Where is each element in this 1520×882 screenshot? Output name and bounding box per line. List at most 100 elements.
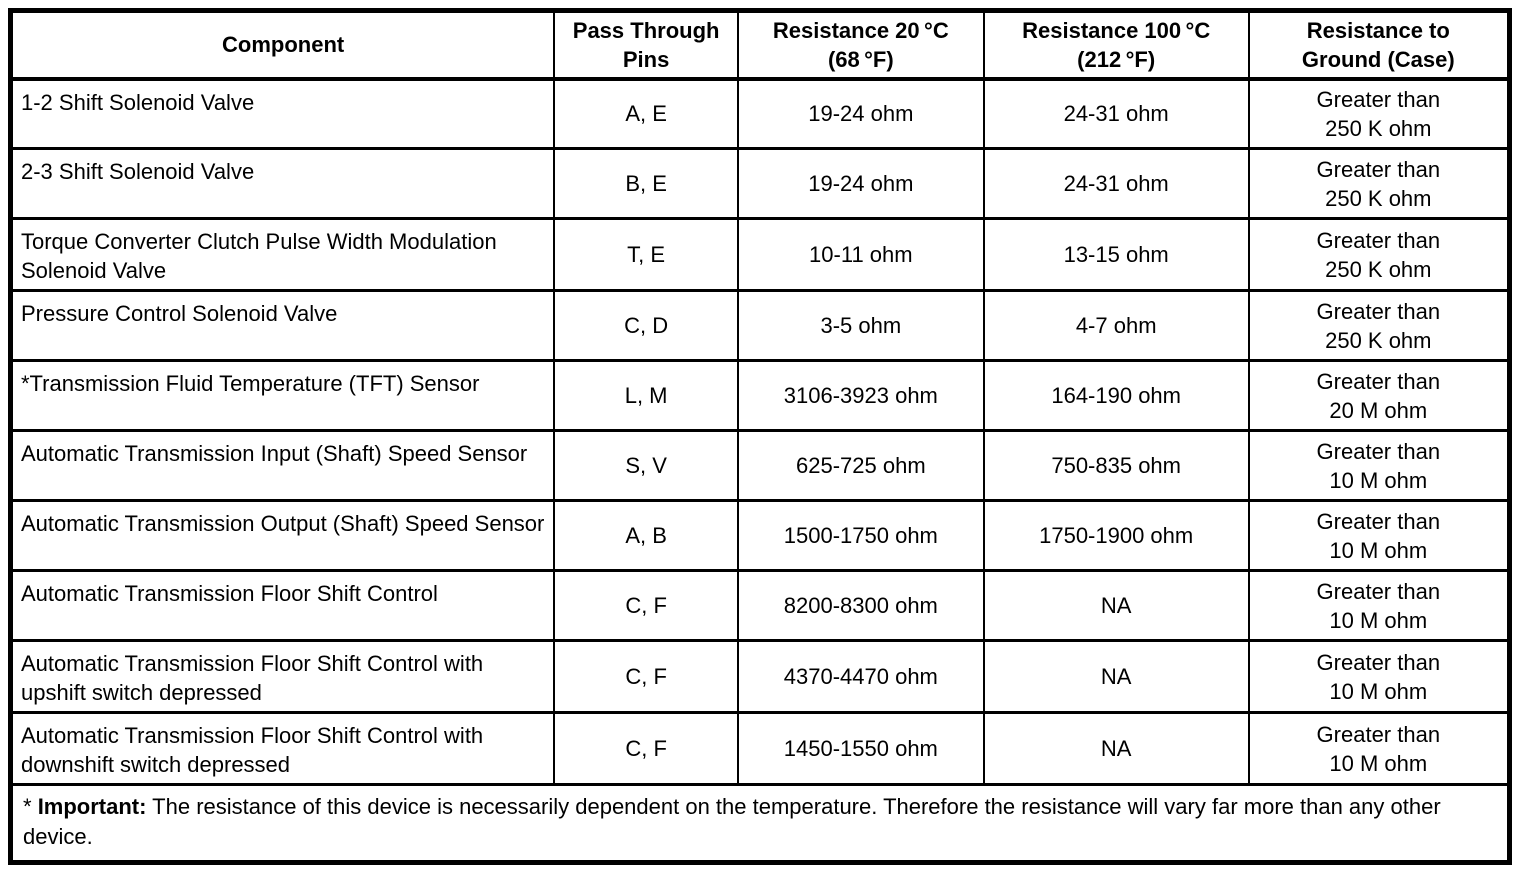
- cell-component: 1-2 Shift Solenoid Valve: [9, 77, 556, 150]
- footnote-label: Important:: [37, 794, 147, 819]
- table-row: *Transmission Fluid Temperature (TFT) Se…: [9, 359, 1511, 432]
- header-line: (212 °F): [1077, 46, 1156, 72]
- ground-line: 10 M ohm: [1329, 607, 1428, 633]
- table-row: 1-2 Shift Solenoid Valve A, E 19-24 ohm …: [9, 77, 1511, 150]
- header-line: Pins: [622, 46, 670, 72]
- cell-resistance-to-ground: Greater than 10 M ohm: [1247, 711, 1511, 786]
- cell-resistance-20c: 19-24 ohm: [736, 147, 985, 220]
- table-row: Pressure Control Solenoid Valve C, D 3-5…: [9, 289, 1511, 362]
- cell-pass-through-pins: C, D: [553, 289, 739, 362]
- cell-resistance-20c: 8200-8300 ohm: [736, 569, 985, 642]
- column-header-resistance-100c: Resistance 100 °C (212 °F): [982, 9, 1250, 81]
- cell-component: Automatic Transmission Input (Shaft) Spe…: [9, 429, 556, 502]
- table-row: 2-3 Shift Solenoid Valve B, E 19-24 ohm …: [9, 147, 1511, 220]
- cell-resistance-20c: 3-5 ohm: [736, 289, 985, 362]
- cell-resistance-to-ground: Greater than 250 K ohm: [1247, 77, 1511, 150]
- footnote-text: The resistance of this device is necessa…: [23, 794, 1441, 849]
- table-row: Automatic Transmission Floor Shift Contr…: [9, 569, 1511, 642]
- ground-line: Greater than: [1316, 156, 1441, 182]
- resistance-specifications-table: Component Pass Through Pins Resistance 2…: [8, 8, 1512, 865]
- ground-line: Greater than: [1316, 438, 1441, 464]
- column-header-resistance-to-ground: Resistance to Ground (Case): [1247, 9, 1511, 81]
- cell-resistance-to-ground: Greater than 20 M ohm: [1247, 359, 1511, 432]
- header-line: Ground (Case): [1301, 46, 1455, 72]
- header-line: Resistance 20 °C: [772, 17, 949, 43]
- table-row: Automatic Transmission Floor Shift Contr…: [9, 639, 1511, 714]
- ground-line: Greater than: [1316, 649, 1441, 675]
- cell-resistance-to-ground: Greater than 250 K ohm: [1247, 217, 1511, 292]
- ground-line: Greater than: [1316, 578, 1441, 604]
- column-header-resistance-20c: Resistance 20 °C (68 °F): [736, 9, 985, 81]
- cell-resistance-20c: 3106-3923 ohm: [736, 359, 985, 432]
- cell-pass-through-pins: B, E: [553, 147, 739, 220]
- cell-resistance-20c: 1450-1550 ohm: [736, 711, 985, 786]
- cell-pass-through-pins: S, V: [553, 429, 739, 502]
- ground-line: Greater than: [1316, 298, 1441, 324]
- header-line: (68 °F): [827, 46, 894, 72]
- footnote-row: * Important: The resistance of this devi…: [9, 783, 1511, 864]
- ground-line: 250 K ohm: [1325, 327, 1432, 353]
- cell-resistance-100c: NA: [982, 711, 1250, 786]
- cell-component: Automatic Transmission Floor Shift Contr…: [9, 711, 556, 786]
- ground-line: Greater than: [1316, 227, 1441, 253]
- cell-resistance-to-ground: Greater than 10 M ohm: [1247, 639, 1511, 714]
- cell-component: Torque Converter Clutch Pulse Width Modu…: [9, 217, 556, 292]
- table-row: Torque Converter Clutch Pulse Width Modu…: [9, 217, 1511, 292]
- cell-component: Automatic Transmission Floor Shift Contr…: [9, 569, 556, 642]
- cell-resistance-100c: 13-15 ohm: [982, 217, 1250, 292]
- cell-resistance-100c: 24-31 ohm: [982, 77, 1250, 150]
- cell-resistance-to-ground: Greater than 10 M ohm: [1247, 499, 1511, 572]
- cell-resistance-100c: 24-31 ohm: [982, 147, 1250, 220]
- table-row: Automatic Transmission Floor Shift Contr…: [9, 711, 1511, 786]
- ground-line: Greater than: [1316, 721, 1441, 747]
- table-row: Automatic Transmission Output (Shaft) Sp…: [9, 499, 1511, 572]
- column-header-component: Component: [9, 9, 556, 81]
- ground-line: 250 K ohm: [1325, 185, 1432, 211]
- cell-resistance-20c: 625-725 ohm: [736, 429, 985, 502]
- header-line: Resistance 100 °C: [1022, 17, 1211, 43]
- ground-line: 10 M ohm: [1329, 750, 1428, 776]
- header-line: Pass Through: [572, 17, 720, 43]
- ground-line: 10 M ohm: [1329, 678, 1428, 704]
- cell-resistance-100c: 4-7 ohm: [982, 289, 1250, 362]
- ground-line: 20 M ohm: [1329, 397, 1428, 423]
- cell-pass-through-pins: C, F: [553, 569, 739, 642]
- cell-component: *Transmission Fluid Temperature (TFT) Se…: [9, 359, 556, 432]
- column-header-pass-through-pins: Pass Through Pins: [553, 9, 739, 81]
- cell-resistance-100c: NA: [982, 569, 1250, 642]
- cell-pass-through-pins: L, M: [553, 359, 739, 432]
- cell-pass-through-pins: C, F: [553, 711, 739, 786]
- cell-component: Pressure Control Solenoid Valve: [9, 289, 556, 362]
- cell-resistance-100c: 164-190 ohm: [982, 359, 1250, 432]
- ground-line: Greater than: [1316, 86, 1441, 112]
- ground-line: Greater than: [1316, 368, 1441, 394]
- table-row: Automatic Transmission Input (Shaft) Spe…: [9, 429, 1511, 502]
- cell-resistance-to-ground: Greater than 250 K ohm: [1247, 289, 1511, 362]
- cell-pass-through-pins: C, F: [553, 639, 739, 714]
- cell-resistance-20c: 4370-4470 ohm: [736, 639, 985, 714]
- header-row: Component Pass Through Pins Resistance 2…: [9, 9, 1511, 81]
- header-line: Resistance to: [1306, 17, 1450, 43]
- cell-component: 2-3 Shift Solenoid Valve: [9, 147, 556, 220]
- cell-resistance-100c: NA: [982, 639, 1250, 714]
- cell-resistance-to-ground: Greater than 250 K ohm: [1247, 147, 1511, 220]
- cell-resistance-to-ground: Greater than 10 M ohm: [1247, 429, 1511, 502]
- ground-line: 250 K ohm: [1325, 256, 1432, 282]
- cell-resistance-20c: 1500-1750 ohm: [736, 499, 985, 572]
- ground-line: Greater than: [1316, 508, 1441, 534]
- cell-pass-through-pins: T, E: [553, 217, 739, 292]
- header-line: Component: [222, 32, 345, 58]
- ground-line: 10 M ohm: [1329, 537, 1428, 563]
- footnote-marker: *: [23, 794, 32, 819]
- cell-resistance-to-ground: Greater than 10 M ohm: [1247, 569, 1511, 642]
- ground-line: 10 M ohm: [1329, 467, 1428, 493]
- cell-resistance-20c: 10-11 ohm: [736, 217, 985, 292]
- cell-resistance-100c: 1750-1900 ohm: [982, 499, 1250, 572]
- cell-pass-through-pins: A, B: [553, 499, 739, 572]
- cell-pass-through-pins: A, E: [553, 77, 739, 150]
- cell-component: Automatic Transmission Floor Shift Contr…: [9, 639, 556, 714]
- ground-line: 250 K ohm: [1325, 115, 1432, 141]
- cell-resistance-100c: 750-835 ohm: [982, 429, 1250, 502]
- cell-resistance-20c: 19-24 ohm: [736, 77, 985, 150]
- cell-component: Automatic Transmission Output (Shaft) Sp…: [9, 499, 556, 572]
